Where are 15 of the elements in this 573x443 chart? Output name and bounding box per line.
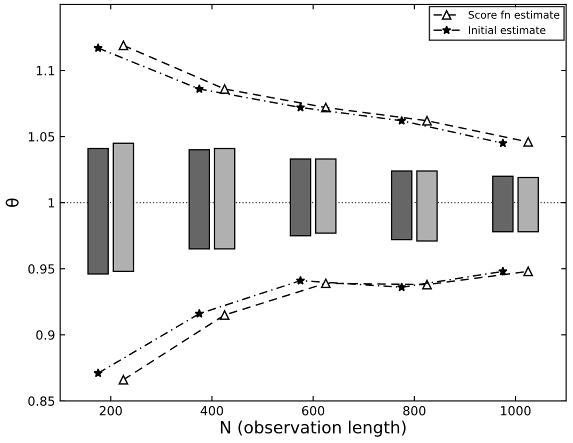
x-tick-label: 800 [403,406,426,416]
x-tick-label: 600 [302,406,324,416]
y-tick-label: 1.05 [28,132,54,142]
y-tick-label: 0.85 [28,396,54,406]
legend-label: Initial estimate [469,26,546,34]
x-tick-label: 1000 [500,406,531,416]
y-axis-title: θ [6,198,19,207]
x-tick-label: 200 [100,406,122,416]
legend-label: Score fn estimate [468,10,560,19]
y-tick-label: 1 [48,198,54,208]
y-tick-label: 1.1 [36,66,54,76]
x-axis-title: N (observation length) [220,420,406,437]
y-tick-label: 0.95 [28,264,54,274]
y-tick-label: 0.9 [36,330,54,340]
x-tick-label: 400 [200,406,224,416]
